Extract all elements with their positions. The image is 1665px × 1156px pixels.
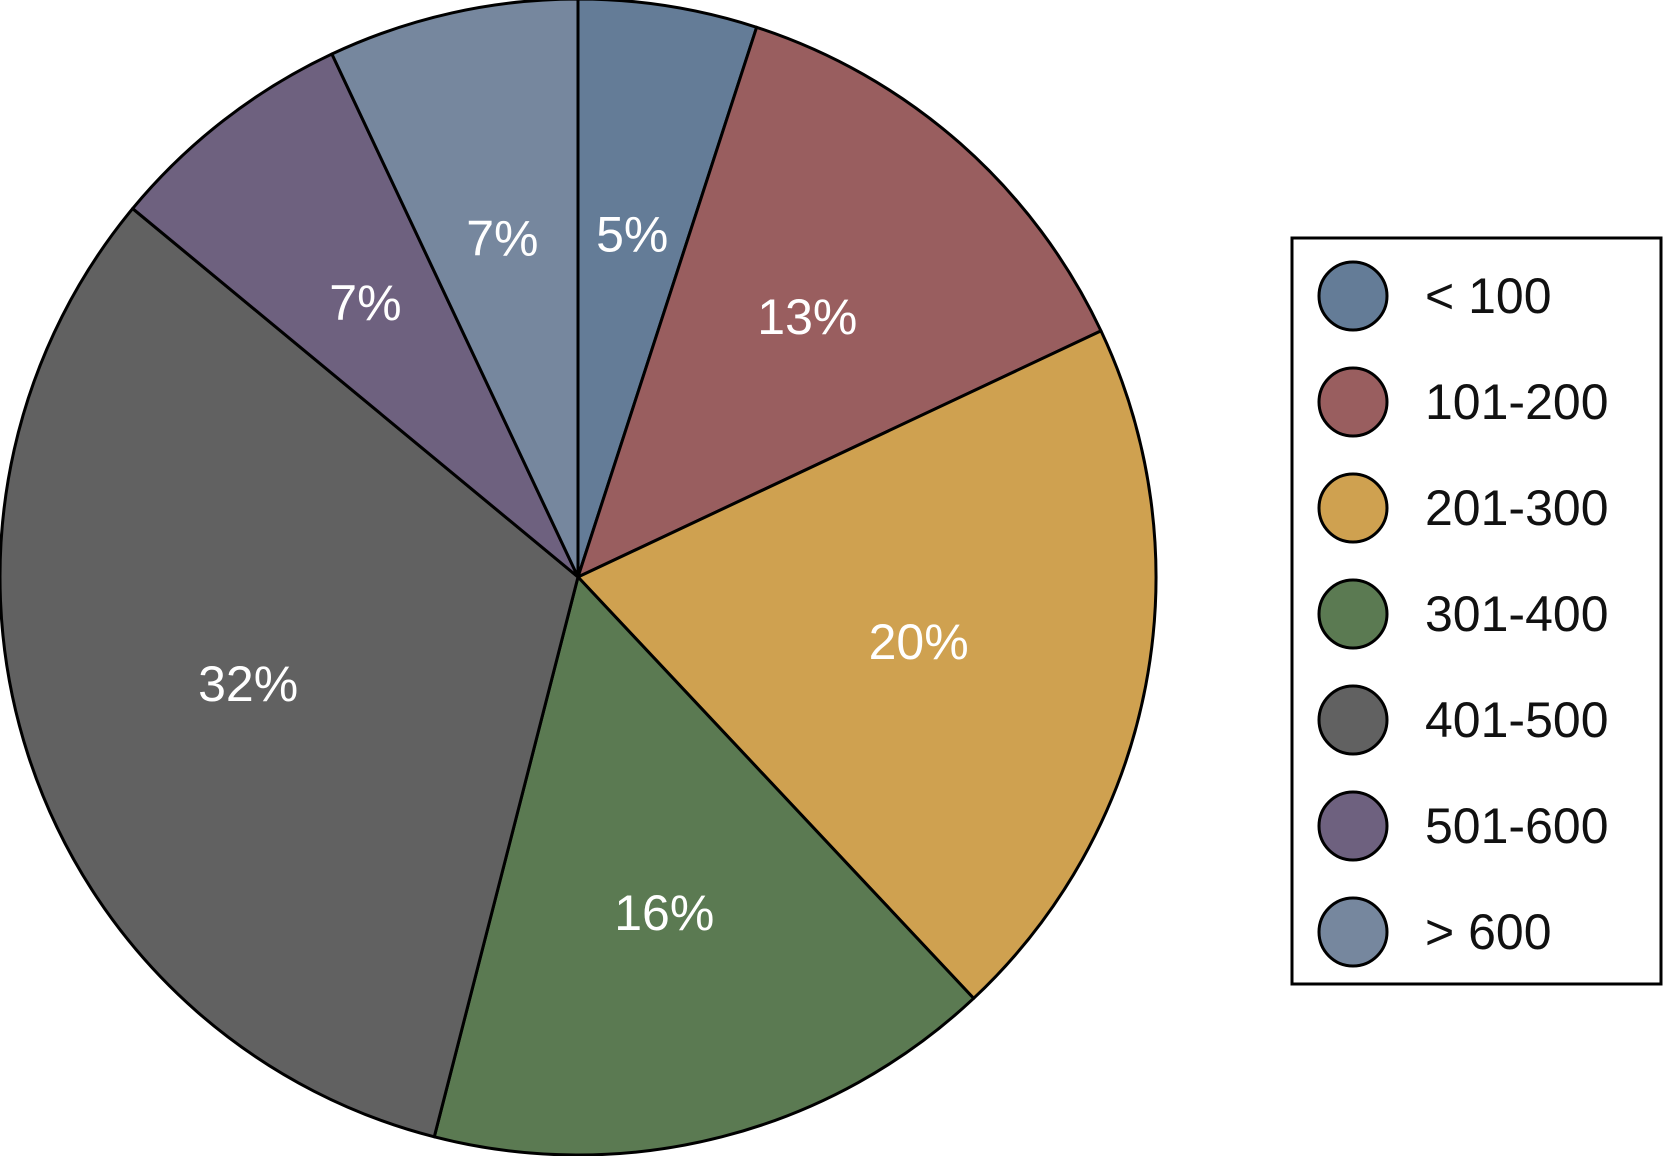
legend-swatch <box>1317 366 1389 438</box>
legend-swatch <box>1317 260 1389 332</box>
legend-label: < 100 <box>1425 268 1552 324</box>
pie-slice-201-300 <box>576 329 1158 1000</box>
pie-slice-301-400 <box>432 575 976 1156</box>
pie-slice-600 <box>330 0 580 579</box>
legend-label: 501-600 <box>1425 798 1609 854</box>
legend-label: 301-400 <box>1425 586 1609 642</box>
legend-item: 101-200 <box>1317 366 1609 438</box>
slice-value-label: 7% <box>466 211 538 267</box>
legend-label: 101-200 <box>1425 374 1609 430</box>
pie-slice-401-500 <box>0 207 580 1139</box>
legend-item: 301-400 <box>1317 578 1609 650</box>
pie-slices <box>0 0 1158 1156</box>
legend-item: < 100 <box>1317 260 1552 332</box>
legend-label: 201-300 <box>1425 480 1609 536</box>
slice-value-label: 16% <box>614 885 714 941</box>
pie-slice-101-200 <box>576 25 1103 579</box>
legend-item: 501-600 <box>1317 790 1609 862</box>
legend-item: > 600 <box>1317 896 1552 968</box>
pie-slice-501-600 <box>131 52 580 579</box>
slice-value-label: 5% <box>596 206 668 262</box>
slice-value-label: 13% <box>757 289 857 345</box>
slice-value-label: 32% <box>198 656 298 712</box>
legend: < 100 101-200 201-300 301-400 401-500 501-600… <box>1290 236 1663 986</box>
legend-label: 401-500 <box>1425 692 1609 748</box>
legend-label: > 600 <box>1425 904 1552 960</box>
legend-swatch <box>1317 472 1389 544</box>
pie-slice-100 <box>576 0 759 579</box>
legend-swatch <box>1317 684 1389 756</box>
pie-slice-labels: 5% 13% 20% 16% 32% 7% 7% <box>198 206 969 940</box>
slice-value-label: 20% <box>869 614 969 670</box>
legend-swatch <box>1317 790 1389 862</box>
slice-value-label: 7% <box>329 275 401 331</box>
legend-swatch <box>1317 578 1389 650</box>
legend-item: 201-300 <box>1317 472 1609 544</box>
legend-item: 401-500 <box>1317 684 1609 756</box>
legend-swatch <box>1317 896 1389 968</box>
